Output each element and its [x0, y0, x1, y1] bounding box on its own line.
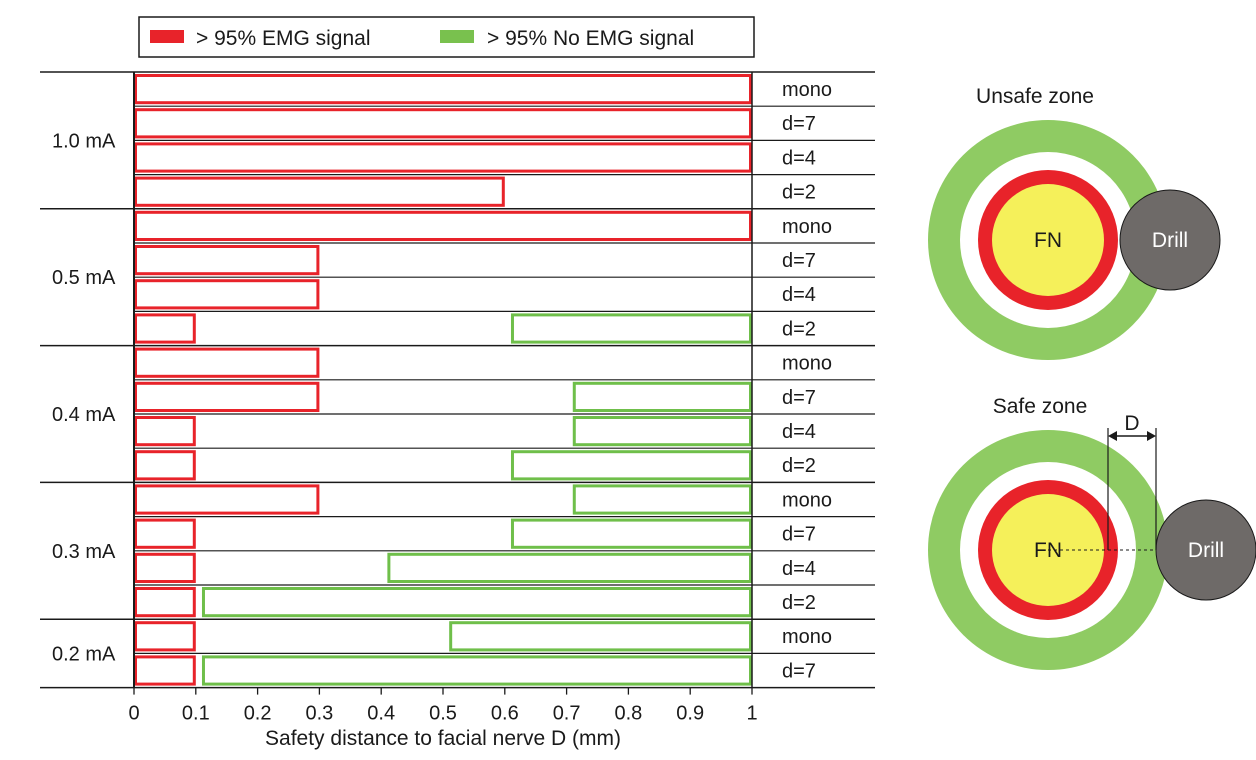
bar-emg — [134, 655, 196, 686]
x-tick-label: 0.2 — [244, 703, 272, 725]
row-labels: mono d=7 d=4 d=2 1.0 mA mono d=7 d=4 d=2 0.5 mA mo… — [52, 79, 832, 682]
bar-emg — [134, 176, 505, 207]
bar-no-emg — [201, 655, 753, 686]
x-tick-label: 0.3 — [305, 703, 333, 725]
bar-emg — [134, 279, 320, 310]
distance-arrowhead-left — [1108, 431, 1117, 441]
distance-d-label: D — [1124, 412, 1139, 435]
bar-no-emg — [572, 381, 753, 412]
x-tick-label: 0.1 — [182, 703, 210, 725]
group-label: 0.2 mA — [52, 643, 116, 665]
x-tick-label: 0.8 — [614, 703, 642, 725]
group-label: 0.3 mA — [52, 541, 116, 563]
bar-emg — [134, 108, 752, 139]
bar-emg — [134, 484, 320, 515]
row-label: d=4 — [782, 421, 816, 443]
row-label: d=7 — [782, 660, 816, 682]
bar-emg — [134, 416, 196, 447]
bars — [134, 74, 753, 686]
unsafe-drill — [1119, 189, 1221, 291]
bar-emg — [134, 142, 752, 173]
bar-emg — [134, 347, 320, 378]
bar-emg — [134, 450, 196, 481]
bar-emg — [134, 552, 196, 583]
row-label: mono — [782, 489, 832, 511]
x-axis: 0 0.1 0.2 0.3 0.4 0.5 0.6 0.7 0.8 0.9 1 — [128, 687, 758, 725]
x-tick-label: 0.9 — [676, 703, 704, 725]
row-label: d=4 — [782, 147, 816, 169]
row-label: mono — [782, 216, 832, 238]
bar-emg — [134, 381, 320, 412]
x-tick-label: 0 — [128, 703, 139, 725]
unsafe-drill-label: Drill — [1152, 229, 1188, 252]
bar-emg — [134, 210, 752, 242]
row-label: d=2 — [782, 318, 816, 340]
row-label: d=2 — [782, 455, 816, 477]
x-tick-label: 0.4 — [367, 703, 395, 725]
bar-emg — [134, 313, 196, 344]
bar-emg — [134, 245, 320, 276]
bar-no-emg — [510, 313, 752, 344]
legend: > 95% EMG signal > 95% No EMG signal — [138, 16, 755, 58]
unsafe-zone-diagram: Unsafe zone FN Drill — [928, 85, 1221, 360]
row-label: d=7 — [782, 113, 816, 135]
bar-no-emg — [449, 621, 752, 652]
bar-no-emg — [387, 552, 752, 583]
group-label: 0.4 mA — [52, 404, 116, 426]
safe-zone-title: Safe zone — [993, 395, 1088, 418]
bar-no-emg — [510, 518, 752, 549]
bar-emg — [134, 518, 196, 549]
x-tick-label: 0.5 — [429, 703, 457, 725]
bar-emg — [134, 621, 196, 652]
safe-zone-diagram: Safe zone FN Drill D — [928, 395, 1256, 670]
legend-swatch-emg — [150, 30, 184, 43]
row-label: mono — [782, 79, 832, 101]
bar-emg — [134, 587, 196, 618]
x-tick-label: 0.7 — [553, 703, 581, 725]
bar-emg — [134, 74, 752, 105]
row-label: d=4 — [782, 558, 816, 580]
row-label: mono — [782, 353, 832, 375]
legend-label-no-emg: > 95% No EMG signal — [487, 27, 694, 50]
group-label: 1.0 mA — [52, 130, 116, 152]
row-label: mono — [782, 626, 832, 648]
bar-no-emg — [572, 484, 753, 515]
group-label: 0.5 mA — [52, 267, 116, 289]
unsafe-facial-nerve — [992, 184, 1104, 296]
unsafe-zone-title: Unsafe zone — [976, 85, 1094, 108]
unsafe-fn-label: FN — [1034, 229, 1062, 252]
legend-swatch-no-emg — [440, 30, 474, 43]
row-label: d=2 — [782, 182, 816, 204]
bar-no-emg — [510, 450, 752, 481]
row-label: d=2 — [782, 592, 816, 614]
bar-no-emg — [201, 587, 753, 618]
legend-label-emg: > 95% EMG signal — [196, 27, 371, 50]
row-label: d=4 — [782, 284, 816, 306]
row-label: d=7 — [782, 250, 816, 272]
row-label: d=7 — [782, 524, 816, 546]
row-label: d=7 — [782, 387, 816, 409]
x-tick-label: 0.6 — [491, 703, 519, 725]
distance-arrowhead-right — [1147, 431, 1156, 441]
x-axis-label: Safety distance to facial nerve D (mm) — [265, 727, 621, 750]
x-tick-label: 1 — [746, 703, 757, 725]
safe-drill-label: Drill — [1188, 539, 1224, 562]
bar-no-emg — [572, 416, 753, 447]
